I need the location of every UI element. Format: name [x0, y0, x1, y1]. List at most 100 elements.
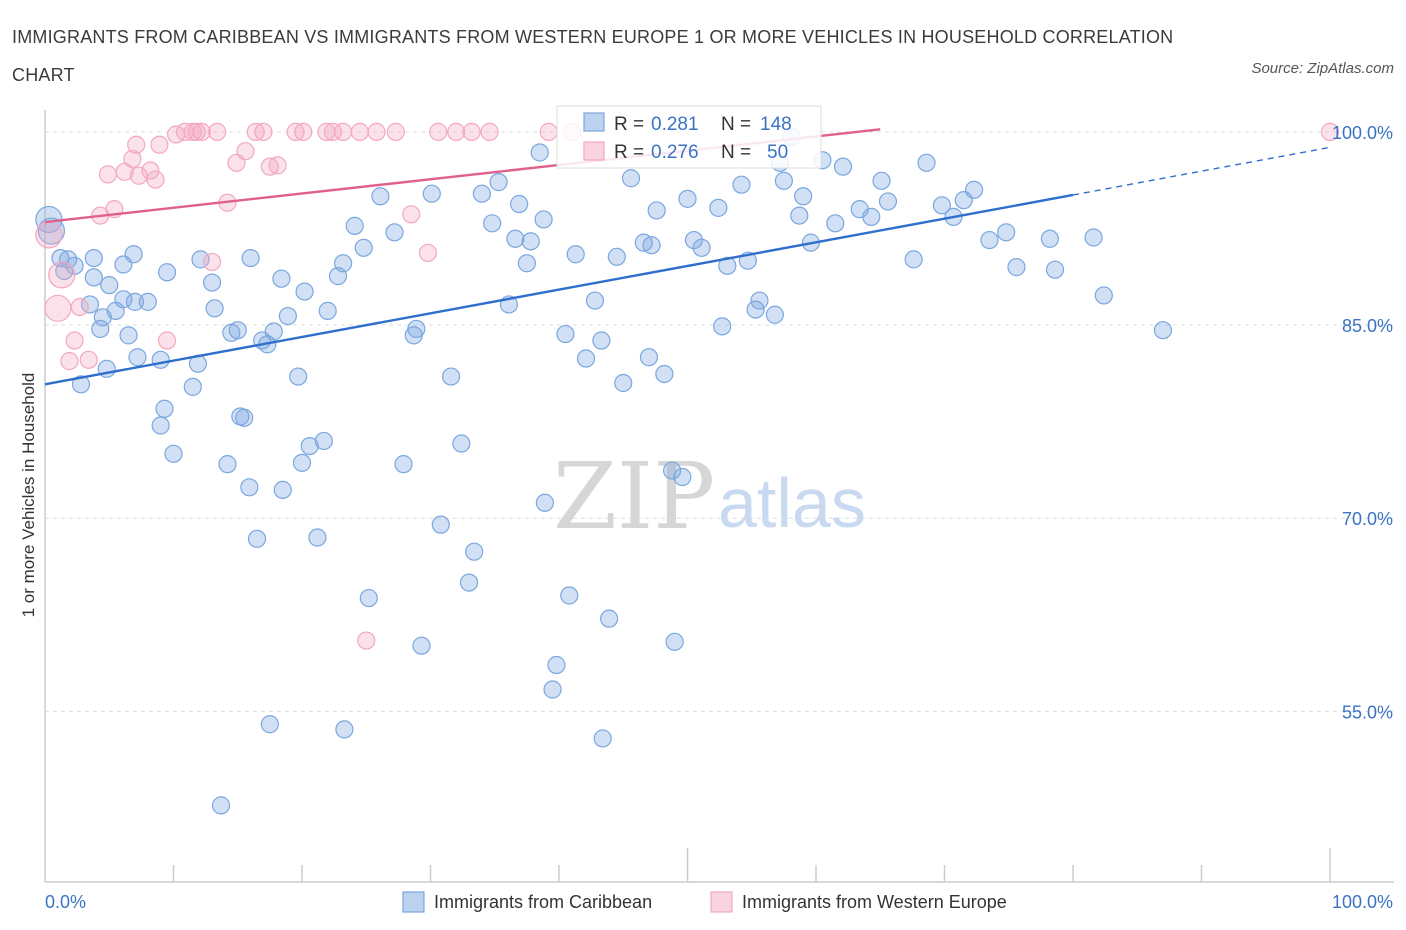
data-point [732, 175, 751, 194]
series-western-europe-points [35, 122, 1340, 650]
legend-swatch-western-europe [710, 891, 733, 913]
data-point [371, 187, 390, 206]
data-point [904, 250, 923, 269]
data-point [593, 729, 612, 748]
data-point [964, 180, 984, 199]
legend: Immigrants from Caribbean Immigrants fro… [402, 891, 1007, 913]
data-point [530, 143, 549, 162]
y-tick-label: 55.0% [1342, 702, 1393, 722]
data-point [183, 377, 202, 396]
data-point [932, 196, 952, 215]
data-point [878, 192, 898, 211]
data-point [35, 221, 63, 249]
data-point [236, 142, 255, 161]
data-point [359, 588, 378, 608]
stat-swatch-caribbean [583, 112, 605, 132]
data-point [833, 157, 853, 176]
data-point [521, 232, 540, 251]
data-point [37, 217, 66, 245]
data-point [997, 223, 1016, 242]
x-tick-label-min: 0.0% [45, 892, 86, 912]
data-point [228, 321, 247, 340]
data-point [71, 375, 91, 394]
y-tick-label: 100.0% [1332, 123, 1393, 143]
data-point [70, 297, 89, 317]
stat-r-label-0: R = [614, 114, 644, 135]
data-point [673, 467, 692, 487]
data-point [151, 416, 170, 435]
data-point [560, 586, 579, 605]
data-point [692, 238, 711, 257]
data-point [462, 122, 481, 141]
data-point [141, 161, 160, 180]
data-point [164, 444, 183, 463]
data-point [150, 135, 169, 154]
data-point [289, 367, 308, 386]
data-point [547, 655, 566, 675]
data-point [718, 256, 737, 275]
data-point [79, 350, 98, 369]
data-point [260, 715, 279, 734]
data-point [566, 245, 585, 264]
data-point [862, 207, 881, 226]
data-point [357, 631, 376, 650]
data-point [385, 223, 404, 242]
data-point [684, 230, 704, 250]
data-point [429, 122, 448, 141]
data-point [662, 461, 682, 480]
data-point [48, 261, 76, 289]
data-point [709, 198, 728, 217]
data-point [402, 205, 421, 224]
data-point [452, 434, 471, 453]
data-point [665, 632, 684, 651]
data-point [192, 122, 211, 141]
data-point [119, 326, 138, 345]
data-point [80, 295, 100, 314]
data-point [441, 367, 461, 386]
data-point [241, 248, 260, 268]
data-point [543, 680, 562, 699]
data-point [272, 269, 291, 288]
data-point [335, 720, 354, 739]
data-point [750, 291, 769, 310]
data-point [386, 122, 405, 141]
data-point [211, 796, 231, 815]
data-point [790, 206, 809, 225]
data-point [191, 250, 210, 269]
data-point [247, 529, 267, 548]
data-point [240, 478, 259, 497]
data-point [459, 573, 479, 592]
stat-r-value-1: 0.276 [651, 142, 699, 163]
data-point [1153, 321, 1173, 340]
data-point [713, 317, 732, 336]
data-point [254, 122, 273, 141]
data-point [127, 135, 146, 154]
data-point [138, 292, 157, 311]
data-point [308, 528, 327, 547]
data-point [774, 171, 793, 190]
data-point [128, 348, 147, 367]
stat-n-label-0: N = [721, 114, 751, 135]
data-point [354, 238, 373, 257]
data-point [295, 282, 314, 301]
x-tick-marks [172, 848, 1331, 882]
stat-n-value-0: 148 [760, 114, 792, 135]
data-point [157, 331, 177, 350]
data-point [286, 122, 305, 141]
data-point [187, 122, 206, 141]
chart-title: IMMIGRANTS FROM CARIBBEAN VS IMMIGRANTS … [12, 27, 1174, 85]
data-point [614, 373, 633, 393]
data-point [100, 276, 119, 295]
data-point [826, 214, 845, 233]
data-point [1320, 122, 1340, 141]
data-point [535, 493, 554, 512]
stats-box: R = 0.281 N = 148 R = 0.276 N = 50 [556, 105, 822, 169]
y-tick-label: 70.0% [1342, 509, 1393, 529]
data-point [151, 350, 170, 369]
data-point [123, 149, 142, 169]
data-point [472, 184, 491, 203]
data-point [91, 319, 110, 339]
data-point [510, 194, 529, 214]
data-point [202, 273, 222, 292]
data-point [114, 290, 133, 309]
